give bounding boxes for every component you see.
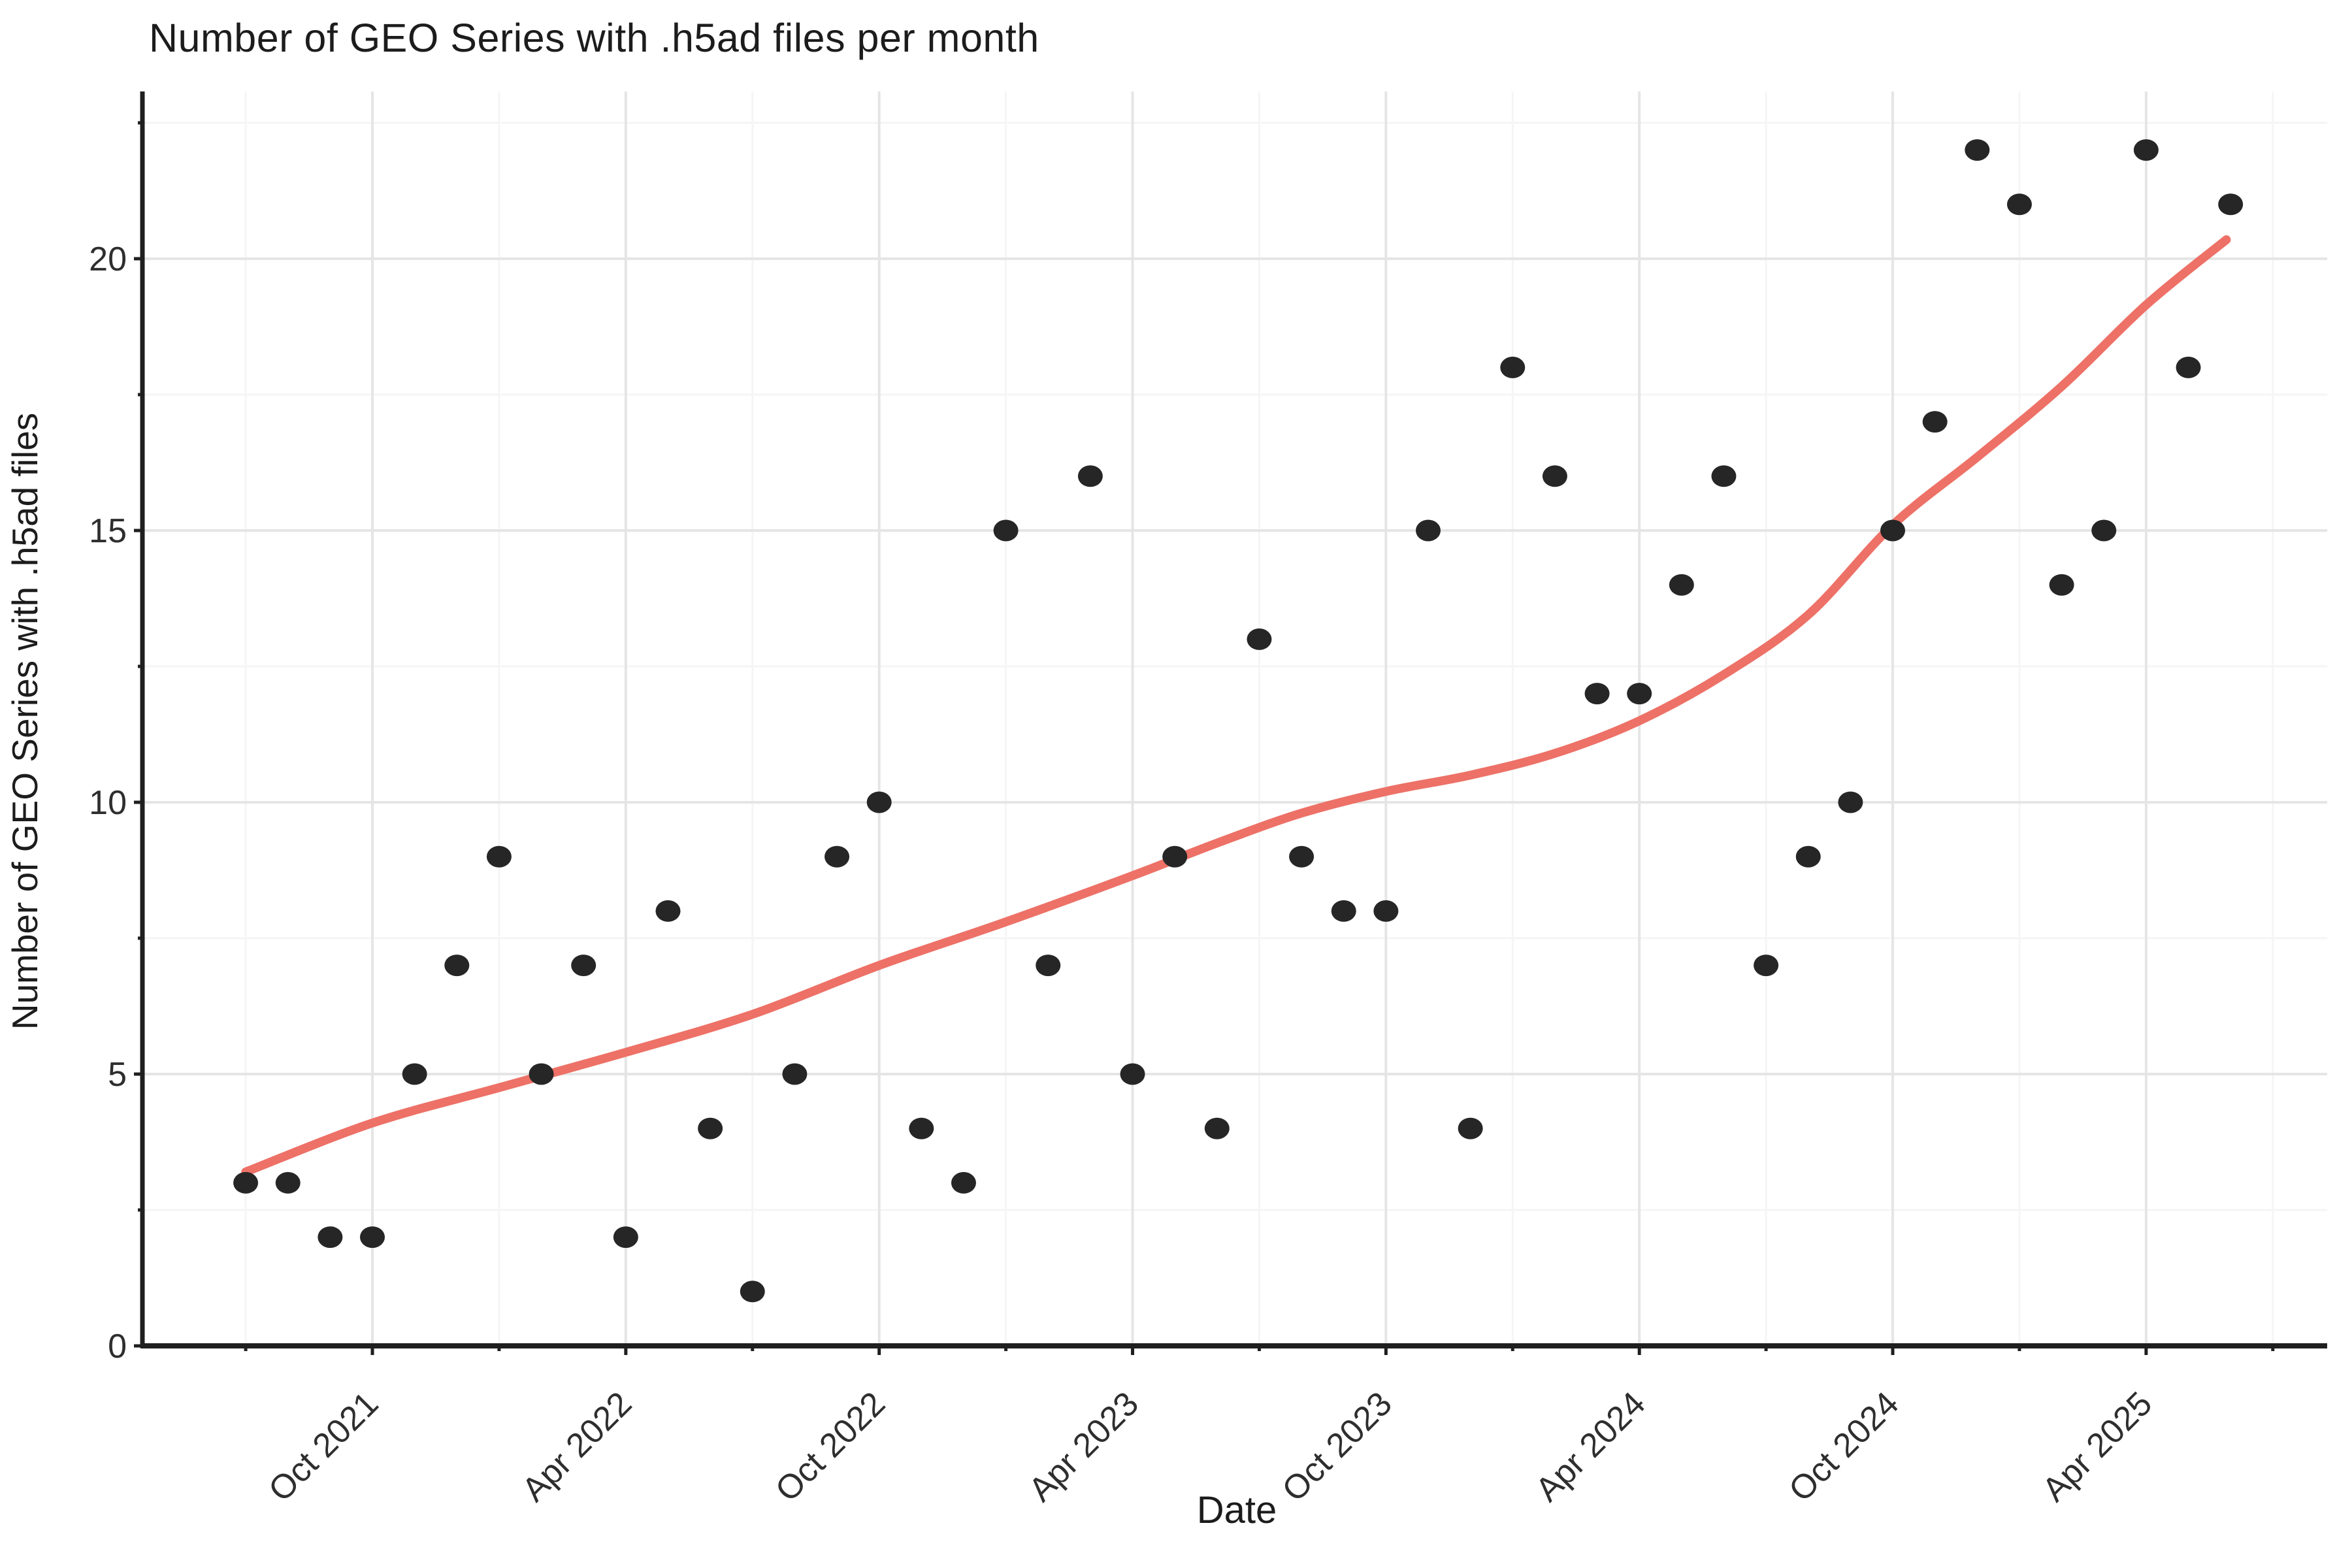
data-point (782, 1063, 808, 1085)
data-point (698, 1117, 723, 1139)
data-point (2049, 574, 2074, 596)
data-point (1669, 574, 1694, 596)
data-point (360, 1226, 385, 1249)
data-point (1247, 628, 1272, 650)
x-tick-label: Apr 2025 (2035, 1384, 2159, 1509)
data-point (1584, 683, 1610, 705)
data-point (951, 1171, 976, 1194)
y-axis-title: Number of GEO Series with .h5ad files (5, 412, 45, 1030)
data-point (486, 845, 512, 868)
data-point (613, 1226, 638, 1249)
x-axis-title: Date (1196, 1489, 1277, 1531)
data-point (1162, 845, 1188, 868)
data-point (1965, 139, 1990, 161)
trend-line (241, 235, 2231, 1177)
data-point (1120, 1063, 1145, 1085)
data-point (1880, 519, 1906, 542)
data-point (1627, 683, 1652, 705)
data-point (1416, 519, 1441, 542)
data-point (402, 1063, 427, 1085)
data-point (1838, 791, 1863, 813)
data-point (529, 1063, 554, 1085)
data-point (1458, 1117, 1483, 1139)
data-point (740, 1281, 765, 1303)
y-tick-label: 0 (108, 1328, 127, 1365)
data-point (1795, 845, 1821, 868)
data-point (1289, 845, 1315, 868)
chart-title: Number of GEO Series with .h5ad files pe… (149, 16, 1039, 60)
data-point (1754, 955, 1779, 977)
data-point (318, 1226, 343, 1249)
data-point (1331, 900, 1356, 922)
data-point (1373, 900, 1399, 922)
data-point (1500, 356, 1526, 378)
data-point (2133, 139, 2159, 161)
y-tick-label: 15 (89, 512, 127, 550)
y-tick-label: 20 (89, 240, 127, 278)
data-point (2006, 193, 2032, 216)
data-point (825, 845, 850, 868)
data-point (1922, 411, 1948, 433)
y-tick-label: 10 (89, 784, 127, 822)
data-point (1711, 465, 1737, 487)
x-tick-label: Oct 2021 (261, 1384, 385, 1509)
data-point (1542, 465, 1567, 487)
data-point (866, 791, 892, 813)
data-point (444, 955, 470, 977)
data-point (233, 1171, 259, 1194)
y-tick-label: 5 (108, 1056, 127, 1094)
data-point (2176, 356, 2201, 378)
data-point (1036, 955, 1061, 977)
data-point (993, 519, 1019, 542)
data-point (571, 955, 596, 977)
data-point (275, 1171, 301, 1194)
data-point (1204, 1117, 1230, 1139)
data-point (2091, 519, 2117, 542)
data-point (1077, 465, 1103, 487)
data-point (909, 1117, 934, 1139)
data-point (2218, 193, 2244, 216)
data-point (655, 900, 681, 922)
